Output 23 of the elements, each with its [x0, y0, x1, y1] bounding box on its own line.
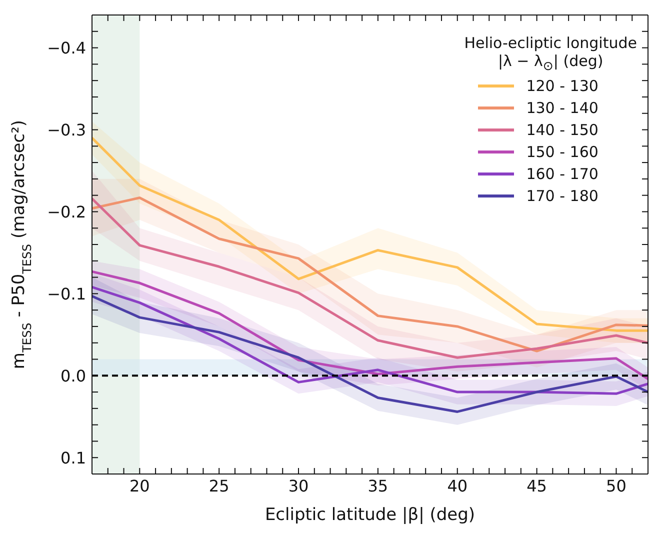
- legend-label: 150 - 160: [526, 143, 598, 161]
- x-tick-label: 30: [288, 476, 309, 496]
- legend-label: 160 - 170: [526, 165, 598, 183]
- y-tick-label: −0.2: [47, 202, 86, 222]
- y-tick-label: 0.0: [60, 366, 86, 386]
- y-tick-label: −0.4: [47, 38, 86, 58]
- y-tick-label: −0.1: [47, 284, 86, 304]
- legend-label: 170 - 180: [526, 187, 598, 205]
- x-tick-label: 25: [208, 476, 230, 496]
- x-tick-label: 40: [447, 476, 468, 496]
- line-series: [92, 286, 648, 395]
- x-tick-label: 50: [606, 476, 626, 496]
- legend-label: 120 - 130: [526, 77, 598, 95]
- x-tick-label: 35: [368, 476, 388, 496]
- legend-title: Helio-ecliptic longitude |λ − λ$_{⊙}$| (deg): [464, 34, 637, 73]
- x-tick-label: 20: [129, 476, 150, 496]
- legend-label: 130 - 140: [526, 99, 598, 117]
- x-axis-title: Ecliptic latitude |β| (deg): [264, 505, 476, 525]
- y-tick-label: 0.1: [60, 448, 86, 468]
- legend-label: 140 - 150: [526, 121, 598, 139]
- y-tick-label: −0.3: [47, 120, 86, 140]
- x-tick-label: 45: [526, 476, 547, 496]
- line-series: [92, 294, 648, 413]
